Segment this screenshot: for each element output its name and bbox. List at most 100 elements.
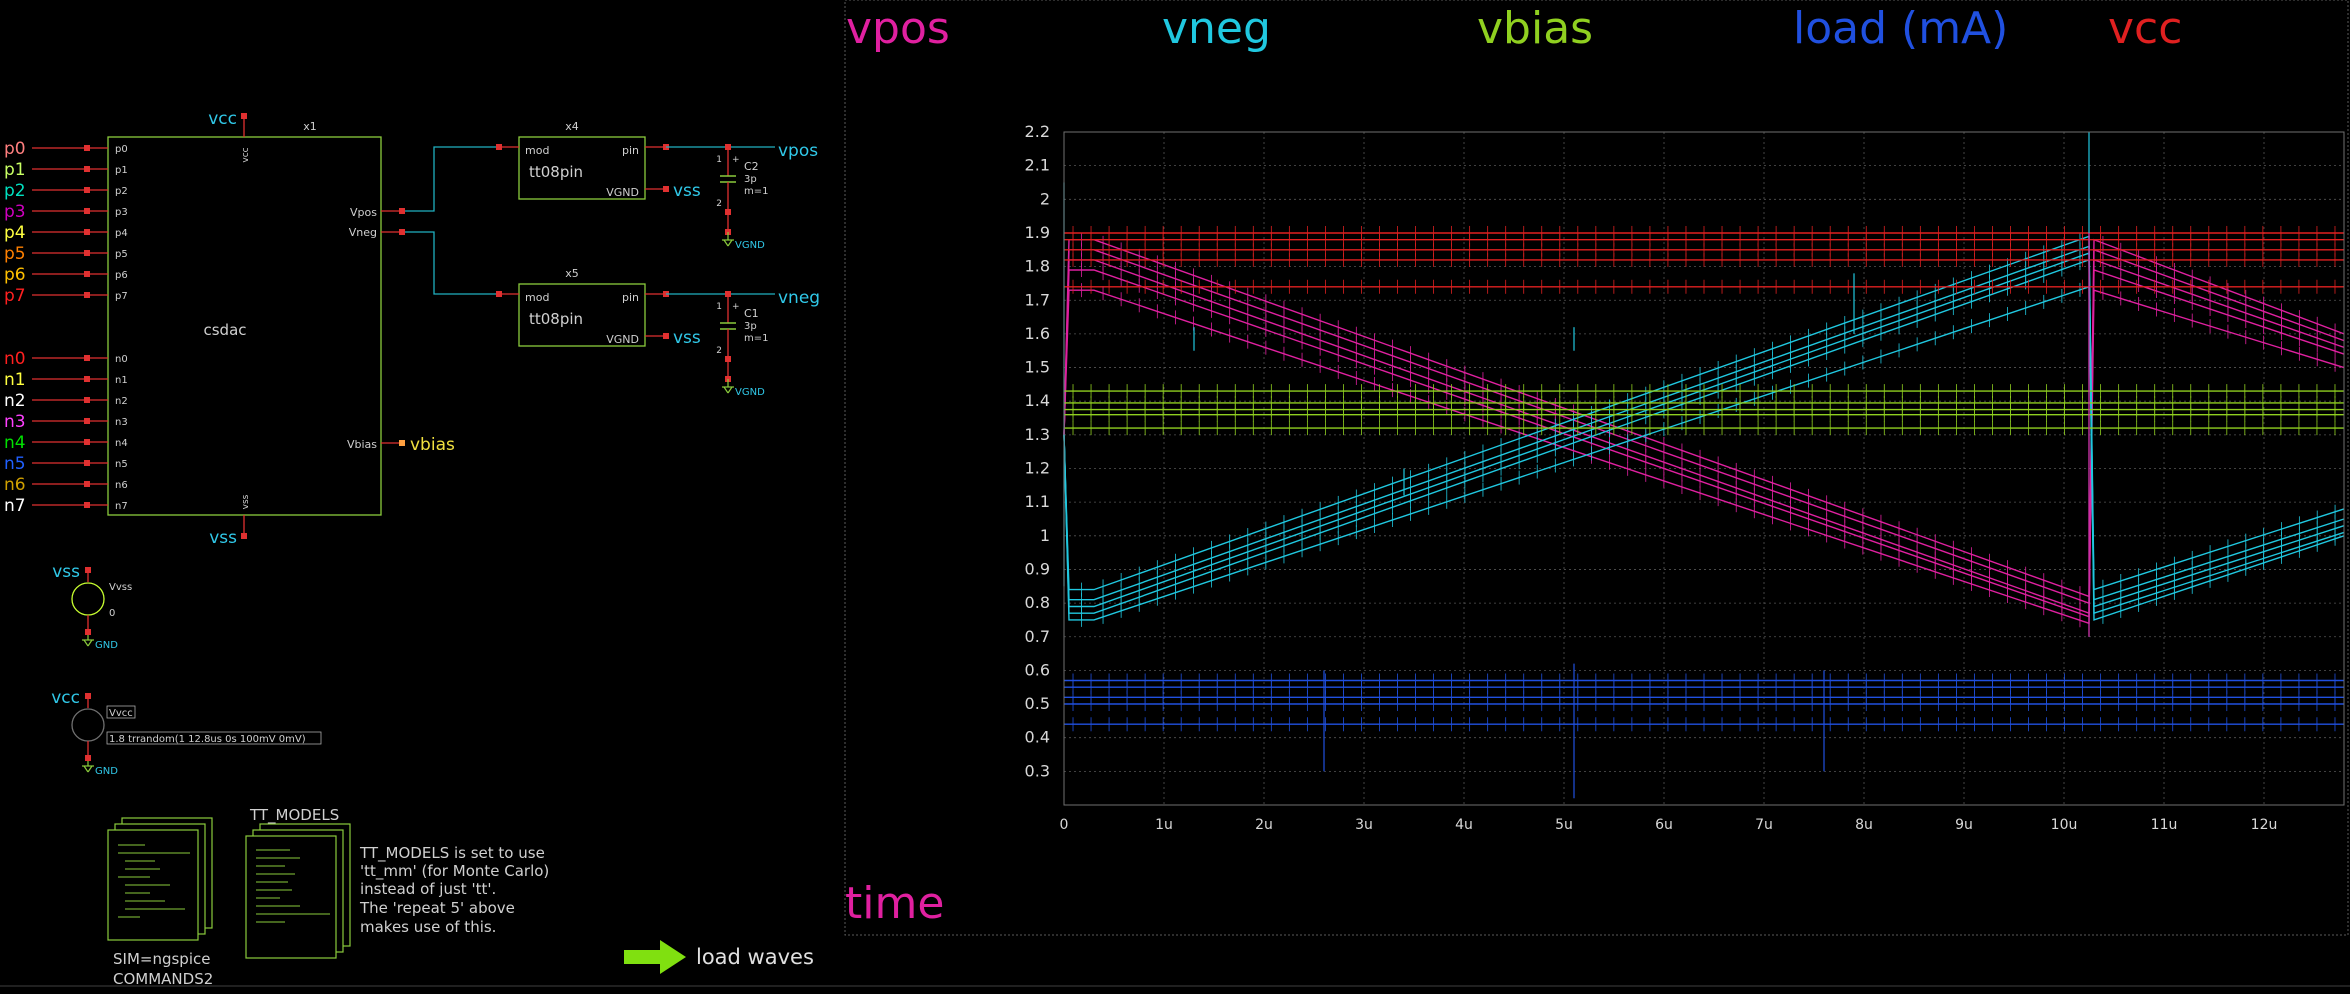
series-vbias-run-3-noise	[1072, 407, 2336, 422]
load-waves-arrow-icon	[624, 940, 686, 974]
vneg-net-label: vneg	[778, 288, 820, 308]
net-label-n6: n6	[4, 475, 26, 495]
net-label-p5: p5	[4, 244, 26, 264]
csdac-pin-n5: n5	[115, 459, 128, 470]
x4-name: tt08pin	[529, 163, 583, 181]
net-label-n0: n0	[4, 349, 26, 369]
x4-instance: x4	[565, 120, 579, 133]
sim-commands-document-icon[interactable]: SIM=ngspice COMMANDS2	[107, 817, 213, 988]
csdac-pin-p1: p1	[115, 165, 128, 176]
x5-vgnd-pin: VGND	[606, 333, 639, 346]
capacitor-c1[interactable]: 1 2 + C1 3p m=1 VGND	[716, 291, 768, 398]
csdac-pin-p4: p4	[115, 228, 128, 239]
legend-vpos[interactable]: vpos	[846, 3, 950, 54]
c2-name: C2	[744, 160, 759, 173]
csdac-pin-p6: p6	[115, 270, 128, 281]
net-label-p0: p0	[4, 139, 26, 159]
x-tick-label: 6u	[1655, 817, 1673, 833]
y-tick-label: 1.1	[1025, 492, 1050, 511]
csdac-instance: x1	[303, 120, 317, 133]
csdac-pin-p2: p2	[115, 186, 128, 197]
tt-models-document-icon[interactable]: TT_MODELS TT_MODELS is set to use 'tt_mm…	[245, 806, 549, 959]
y-tick-label: 1.8	[1025, 257, 1050, 276]
csdac-symbol[interactable]: csdac x1 vcc vcc vss vss Vpos Vneg Vbias…	[4, 109, 455, 548]
series-vneg-run-4-noise	[1081, 282, 2336, 627]
voltage-source-vvcc[interactable]: vcc Vvcc 1.8 trrandom(1 12.8us 0s 100mV …	[51, 688, 322, 777]
net-label-n5: n5	[4, 454, 26, 474]
legend-vbias[interactable]: vbias	[1477, 3, 1593, 54]
c1-pin2: 2	[716, 346, 722, 356]
series-vbias-run-4-noise	[1072, 421, 2336, 436]
net-label-n4: n4	[4, 433, 26, 453]
legend-vneg[interactable]: vneg	[1162, 3, 1271, 54]
net-label-n7: n7	[4, 496, 26, 516]
y-tick-label: 1.6	[1025, 324, 1050, 343]
net-label-p3: p3	[4, 202, 26, 222]
x-tick-label: 3u	[1355, 817, 1373, 833]
x5-mod-pin: mod	[525, 291, 549, 304]
x5-vss-label: vss	[673, 328, 701, 348]
c2-pin1: 1	[716, 155, 722, 165]
c1-mult: m=1	[744, 333, 768, 344]
x-tick-label: 8u	[1855, 817, 1873, 833]
series-vcc-run-4-noise	[1072, 279, 2336, 294]
y-tick-label: 1.5	[1025, 358, 1050, 377]
y-tick-label: 0.6	[1025, 660, 1050, 679]
net-label-n1: n1	[4, 370, 26, 390]
vvcc-net-label: vcc	[51, 688, 80, 708]
vvcc-value: 1.8 trrandom(1 12.8us 0s 100mV 0mV)	[109, 734, 306, 745]
csdac-pin-n6: n6	[115, 480, 128, 491]
y-tick-label: 1	[1040, 526, 1050, 545]
legend-load-ma-[interactable]: load (mA)	[1793, 3, 2008, 54]
schematic-area[interactable]: csdac x1 vcc vcc vss vss Vpos Vneg Vbias…	[4, 109, 820, 988]
x5-instance: x5	[565, 267, 579, 280]
csdac-pin-p5: p5	[115, 249, 128, 260]
x-tick-label: 7u	[1755, 817, 1773, 833]
legend-vcc[interactable]: vcc	[2108, 3, 2182, 54]
vvss-value: 0	[109, 608, 115, 619]
waveform-graph[interactable]: vpos vneg vbias load (mA) vcc time 2.2 2.1 2 1.…	[844, 0, 2349, 936]
csdac-pin-n0: n0	[115, 354, 128, 365]
series-load-ma--run-3-noise	[1072, 697, 2336, 712]
load-waves-button[interactable]: load waves	[624, 940, 814, 974]
x4-pin-pin: pin	[622, 144, 639, 157]
csdac-vbias-pin: Vbias	[347, 438, 377, 451]
tt08pin-x5[interactable]: x5 mod pin tt08pin VGND vss vneg	[500, 267, 820, 348]
tt-models-line-5: makes use of this.	[360, 918, 496, 936]
x-tick-label: 2u	[1255, 817, 1273, 833]
vvss-gnd-label: GND	[95, 640, 118, 651]
net-label-p1: p1	[4, 160, 26, 180]
y-tick-label: 1.7	[1025, 290, 1050, 309]
commands2-line: COMMANDS2	[113, 970, 213, 988]
csdac-pin-p7: p7	[115, 291, 128, 302]
csdac-pin-n4: n4	[115, 438, 128, 449]
x-tick-label: 10u	[2051, 817, 2078, 833]
csdac-vneg-pin: Vneg	[349, 226, 377, 239]
x-tick-label: 12u	[2251, 817, 2278, 833]
c2-gnd-label: VGND	[735, 240, 765, 251]
series-vcc-run-3-noise	[1072, 252, 2336, 267]
net-label-n2: n2	[4, 391, 26, 411]
x-tick-label: 4u	[1455, 817, 1473, 833]
net-label-p2: p2	[4, 181, 26, 201]
x4-mod-pin: mod	[525, 144, 549, 157]
vvss-name: Vvss	[109, 582, 132, 593]
csdac-name: csdac	[203, 321, 246, 339]
csdac-pin-n3: n3	[115, 417, 128, 428]
voltage-source-vvss[interactable]: vss Vvss 0 GND	[52, 562, 132, 651]
net-label-p6: p6	[4, 265, 26, 285]
c2-pin2: 2	[716, 199, 722, 209]
y-tick-label: 0.8	[1025, 593, 1050, 612]
tt-models-line-2: 'tt_mm' (for Monte Carlo)	[360, 862, 549, 881]
x-tick-label: 11u	[2151, 817, 2178, 833]
tt08pin-x4[interactable]: x4 mod pin tt08pin VGND vss vpos	[500, 120, 818, 201]
c1-plus: +	[732, 302, 740, 312]
y-tick-label: 0.3	[1025, 761, 1050, 780]
csdac-vcc-pin: vcc	[241, 147, 251, 162]
x5-pin-pin: pin	[622, 291, 639, 304]
x-axis-time-label[interactable]: time	[845, 878, 944, 929]
y-tick-label: 1.2	[1025, 459, 1050, 478]
csdac-vpos-pin: Vpos	[350, 206, 377, 219]
x-tick-label: 1u	[1155, 817, 1173, 833]
capacitor-c2[interactable]: 1 2 + C2 3p m=1 VGND	[716, 144, 768, 251]
